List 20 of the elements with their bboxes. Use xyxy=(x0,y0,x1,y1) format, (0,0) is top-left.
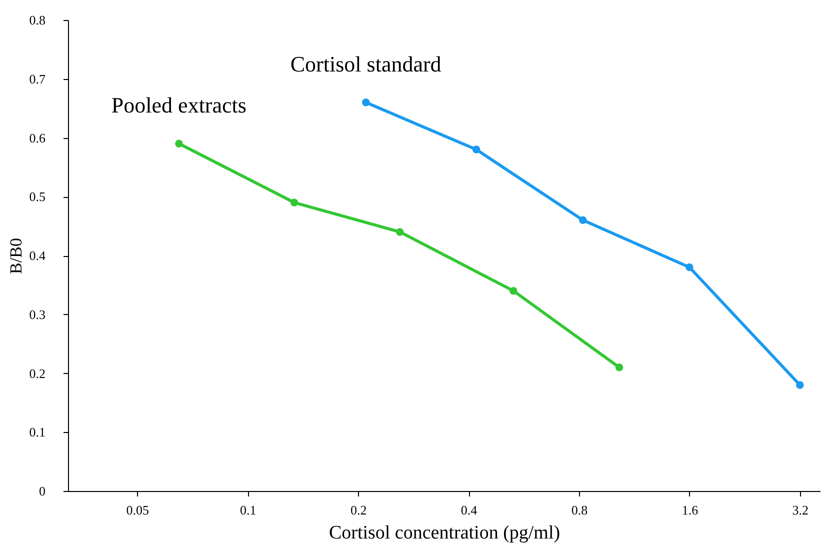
y-tick-label: 0.8 xyxy=(29,12,46,28)
y-tick-label: 0.3 xyxy=(29,306,46,322)
y-tick-label: 0.6 xyxy=(29,130,46,146)
x-tick-label: 1.6 xyxy=(682,502,699,518)
x-tick-label: 0.2 xyxy=(350,502,367,518)
x-tick-label: 0.05 xyxy=(126,502,150,518)
x-tick-label: 3.2 xyxy=(792,502,809,518)
x-tick-label: 0.8 xyxy=(571,502,588,518)
series-label: Pooled extracts xyxy=(111,92,246,118)
series-label: Cortisol standard xyxy=(290,51,442,76)
x-axis-title: Cortisol concentration (pg/ml) xyxy=(328,522,560,543)
y-axis-title: B/B0 xyxy=(6,238,26,274)
y-tick-label: 0.1 xyxy=(29,424,46,440)
y-tick-label: 0.7 xyxy=(29,71,46,86)
y-tick-label: 0.4 xyxy=(29,248,46,263)
y-tick-label: 0 xyxy=(39,484,46,498)
y-tick-label: 0.5 xyxy=(29,189,46,204)
y-tick-label: 0.2 xyxy=(29,366,46,381)
x-tick-label: 0.4 xyxy=(460,502,478,518)
x-tick-label: 0.1 xyxy=(240,502,256,518)
